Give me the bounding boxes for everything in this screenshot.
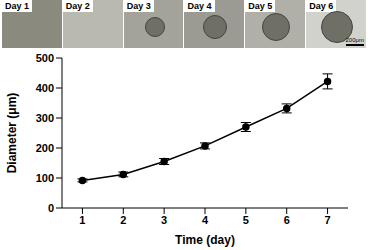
svg-text:100: 100 [36,172,54,184]
html-text:Day 2: Day 2 [65,1,90,11]
svg-text:200: 200 [36,142,54,154]
svg-text:3: 3 [161,214,167,226]
html-text:Day 1: Day 1 [5,1,29,11]
svg-text:6: 6 [284,214,290,226]
svg-text:4: 4 [202,214,209,226]
svg-text:Time (day): Time (day) [175,233,235,247]
html-text:Day 5: Day 5 [248,1,273,11]
svg-text:400: 400 [36,82,54,94]
html-text:Day 3: Day 3 [126,1,151,11]
svg-text:5: 5 [243,214,249,226]
svg-text:2: 2 [120,214,126,226]
html-text:200μm: 200μm [345,37,364,43]
svg-text:0: 0 [48,202,54,214]
svg-text:Diameter (μm): Diameter (μm) [8,93,19,174]
svg-text:300: 300 [36,112,54,124]
html-text:Day 4: Day 4 [187,1,212,11]
svg-text:500: 500 [36,52,54,64]
svg-text:1: 1 [79,214,85,226]
svg-text:7: 7 [325,214,331,226]
html-text:Day 6: Day 6 [309,1,334,11]
